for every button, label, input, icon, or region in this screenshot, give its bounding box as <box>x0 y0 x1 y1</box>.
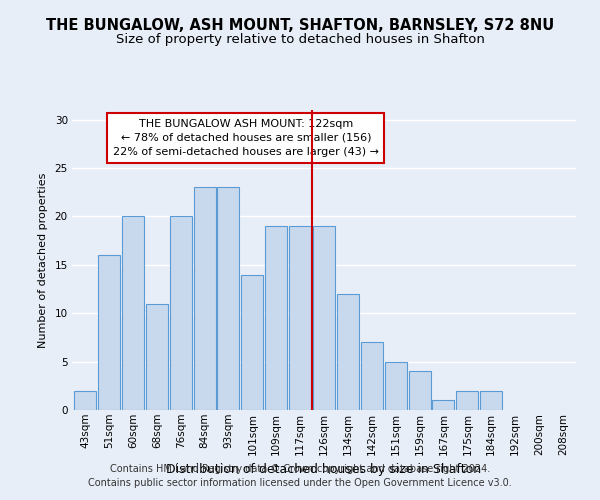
Bar <box>265 226 287 410</box>
Bar <box>480 390 502 410</box>
Bar <box>361 342 383 410</box>
Bar <box>194 188 215 410</box>
Y-axis label: Number of detached properties: Number of detached properties <box>38 172 47 348</box>
Bar <box>146 304 168 410</box>
Bar <box>122 216 144 410</box>
Bar <box>289 226 311 410</box>
Bar <box>74 390 96 410</box>
Bar <box>457 390 478 410</box>
Bar <box>409 372 431 410</box>
Bar <box>385 362 407 410</box>
Bar <box>337 294 359 410</box>
Text: THE BUNGALOW, ASH MOUNT, SHAFTON, BARNSLEY, S72 8NU: THE BUNGALOW, ASH MOUNT, SHAFTON, BARNSL… <box>46 18 554 32</box>
Bar <box>433 400 454 410</box>
Text: THE BUNGALOW ASH MOUNT: 122sqm
← 78% of detached houses are smaller (156)
22% of: THE BUNGALOW ASH MOUNT: 122sqm ← 78% of … <box>113 119 379 157</box>
Bar <box>313 226 335 410</box>
Bar <box>170 216 191 410</box>
Bar <box>98 255 120 410</box>
Bar <box>241 274 263 410</box>
Text: Contains HM Land Registry data © Crown copyright and database right 2024.
Contai: Contains HM Land Registry data © Crown c… <box>88 464 512 487</box>
X-axis label: Distribution of detached houses by size in Shafton: Distribution of detached houses by size … <box>166 463 482 476</box>
Bar <box>217 188 239 410</box>
Text: Size of property relative to detached houses in Shafton: Size of property relative to detached ho… <box>116 32 484 46</box>
